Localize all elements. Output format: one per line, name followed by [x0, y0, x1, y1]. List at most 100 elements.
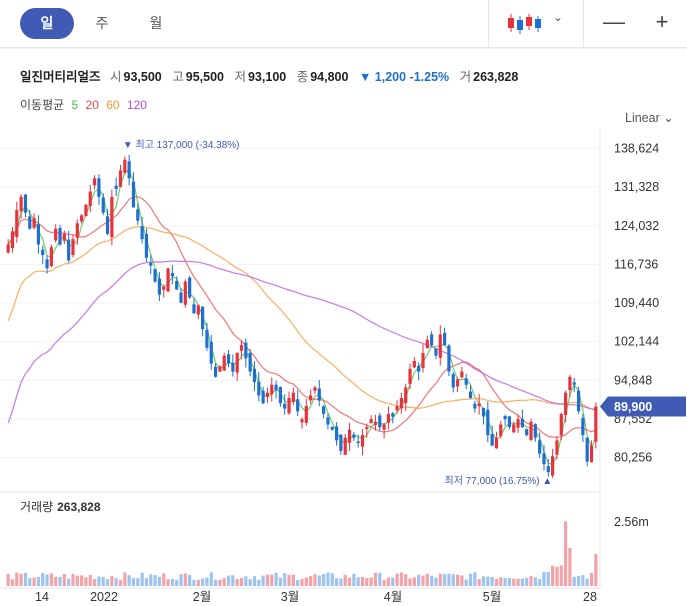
candle-body[interactable]	[218, 366, 222, 372]
candle-body[interactable]	[110, 196, 114, 238]
candle-body[interactable]	[10, 231, 15, 248]
candle-body[interactable]	[473, 403, 477, 409]
candle-body[interactable]	[19, 196, 23, 212]
candle-body[interactable]	[503, 416, 507, 420]
candle-body[interactable]	[23, 194, 28, 213]
candle-body[interactable]	[460, 371, 464, 378]
candle-body[interactable]	[382, 424, 386, 430]
candle-body[interactable]	[494, 437, 499, 449]
candle-body[interactable]	[442, 332, 447, 346]
candle-body[interactable]	[123, 159, 127, 173]
candle-body[interactable]	[278, 387, 282, 404]
candle-body[interactable]	[58, 227, 62, 245]
candle-body[interactable]	[304, 405, 308, 423]
zoom-in-button[interactable]: +	[655, 9, 669, 34]
candle-body[interactable]	[6, 244, 10, 253]
candle-body[interactable]	[309, 395, 313, 401]
candle-body[interactable]	[395, 405, 399, 411]
candle-body[interactable]	[28, 216, 32, 229]
candle-body[interactable]	[296, 399, 300, 412]
candle-body[interactable]	[244, 342, 248, 359]
candle-body[interactable]	[412, 360, 416, 368]
candle-body[interactable]	[49, 247, 53, 266]
candle-body[interactable]	[270, 384, 274, 395]
candle-body[interactable]	[287, 398, 291, 414]
candle-body[interactable]	[490, 434, 494, 446]
candle-body[interactable]	[468, 391, 473, 398]
candle-body[interactable]	[421, 353, 425, 369]
candle-body[interactable]	[326, 417, 330, 425]
candle-body[interactable]	[67, 239, 71, 261]
candle-body[interactable]	[144, 234, 149, 258]
candle-body[interactable]	[322, 406, 326, 414]
candle-body[interactable]	[486, 409, 490, 436]
candle-body[interactable]	[313, 387, 317, 391]
candle-body[interactable]	[179, 292, 183, 303]
candle-body[interactable]	[533, 424, 537, 438]
candle-body[interactable]	[175, 281, 179, 290]
candle-body[interactable]	[166, 268, 170, 292]
candle-body[interactable]	[157, 278, 162, 295]
candle-body[interactable]	[291, 392, 295, 403]
candle-body[interactable]	[97, 178, 101, 197]
zoom-out-button[interactable]: —	[603, 9, 625, 34]
candle-body[interactable]	[235, 353, 239, 373]
candle-body[interactable]	[32, 218, 36, 228]
candle-body[interactable]	[404, 387, 408, 404]
candle-body[interactable]	[131, 181, 136, 208]
candle-body[interactable]	[205, 329, 209, 348]
candle-body[interactable]	[71, 239, 75, 256]
candle-body[interactable]	[555, 440, 559, 455]
candle-body[interactable]	[62, 233, 66, 241]
candle-body[interactable]	[222, 355, 226, 371]
candle-body[interactable]	[118, 170, 123, 187]
candle-body[interactable]	[425, 339, 429, 348]
candle-body[interactable]	[589, 445, 594, 463]
scale-toggle-button[interactable]: Linear ⌄	[625, 110, 674, 125]
candle-body[interactable]	[378, 415, 382, 428]
candle-body[interactable]	[551, 456, 555, 476]
candle-body[interactable]	[226, 354, 231, 364]
candle-body[interactable]	[54, 228, 58, 241]
candle-body[interactable]	[209, 341, 213, 364]
candle-body[interactable]	[149, 262, 153, 266]
candle-body[interactable]	[434, 348, 438, 356]
candle-body[interactable]	[45, 259, 49, 269]
candle-body[interactable]	[417, 365, 421, 372]
candle-body[interactable]	[162, 286, 166, 290]
candle-body[interactable]	[365, 427, 369, 429]
candle-body[interactable]	[572, 382, 576, 385]
candle-body[interactable]	[201, 306, 205, 330]
candle-body[interactable]	[408, 368, 412, 385]
candle-body[interactable]	[317, 388, 321, 401]
candle-body[interactable]	[140, 226, 144, 240]
candle-body[interactable]	[153, 268, 157, 282]
tab-daily[interactable]: 일	[20, 8, 74, 39]
candle-body[interactable]	[512, 424, 516, 433]
candle-body[interactable]	[520, 418, 524, 428]
candle-body[interactable]	[538, 440, 542, 454]
candle-body[interactable]	[183, 281, 187, 305]
candle-body[interactable]	[88, 191, 92, 206]
tab-weekly[interactable]: 주	[95, 15, 109, 31]
candle-body[interactable]	[334, 426, 339, 441]
candle-body[interactable]	[265, 392, 270, 397]
candle-body[interactable]	[257, 381, 261, 396]
candle-body[interactable]	[192, 304, 196, 314]
candle-body[interactable]	[568, 376, 572, 391]
candle-body[interactable]	[101, 197, 105, 213]
candle-body[interactable]	[542, 453, 546, 465]
candle-body[interactable]	[347, 429, 352, 443]
candle-body[interactable]	[196, 305, 200, 315]
candle-body[interactable]	[105, 216, 110, 234]
chart-type-selector[interactable]: ⌄	[488, 0, 584, 48]
candle-body[interactable]	[248, 352, 252, 372]
candle-body[interactable]	[451, 374, 455, 388]
candle-body[interactable]	[477, 403, 481, 407]
candle-body[interactable]	[369, 419, 373, 423]
candle-body[interactable]	[343, 437, 347, 455]
candle-body[interactable]	[464, 378, 468, 385]
candle-body[interactable]	[499, 424, 503, 436]
candle-body[interactable]	[447, 345, 451, 372]
